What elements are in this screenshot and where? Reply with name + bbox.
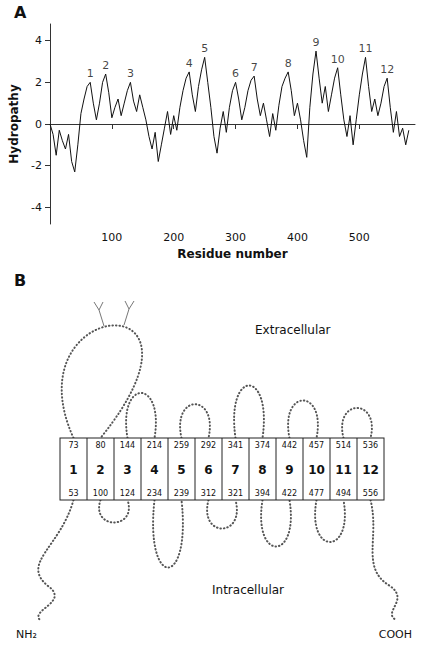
svg-text:7: 7 <box>251 61 258 74</box>
svg-text:COOH: COOH <box>379 628 412 641</box>
svg-text:200: 200 <box>163 231 184 244</box>
svg-text:536: 536 <box>363 441 378 450</box>
svg-text:7: 7 <box>231 463 239 477</box>
svg-text:312: 312 <box>201 489 216 498</box>
svg-text:144: 144 <box>120 441 135 450</box>
svg-text:10: 10 <box>331 53 345 66</box>
svg-text:292: 292 <box>201 441 216 450</box>
svg-text:321: 321 <box>228 489 243 498</box>
svg-text:477: 477 <box>309 489 324 498</box>
svg-text:A: A <box>14 3 27 22</box>
svg-text:9: 9 <box>285 463 293 477</box>
svg-text:Intracellular: Intracellular <box>212 583 284 597</box>
svg-text:5: 5 <box>177 463 185 477</box>
svg-text:394: 394 <box>255 489 270 498</box>
svg-text:8: 8 <box>258 463 266 477</box>
svg-text:100: 100 <box>93 489 108 498</box>
svg-text:53: 53 <box>68 489 78 498</box>
svg-text:259: 259 <box>174 441 189 450</box>
svg-text:3: 3 <box>123 463 131 477</box>
svg-text:9: 9 <box>313 36 320 49</box>
svg-text:11: 11 <box>359 42 373 55</box>
svg-text:10: 10 <box>308 463 325 477</box>
svg-text:442: 442 <box>282 441 297 450</box>
svg-text:400: 400 <box>287 231 308 244</box>
svg-text:457: 457 <box>309 441 324 450</box>
svg-text:-2: -2 <box>31 159 42 172</box>
svg-text:341: 341 <box>228 441 243 450</box>
svg-text:6: 6 <box>232 67 239 80</box>
svg-text:Hydropathy: Hydropathy <box>7 84 21 164</box>
svg-text:Residue number: Residue number <box>177 247 287 261</box>
svg-text:12: 12 <box>362 463 379 477</box>
svg-text:2: 2 <box>102 59 109 72</box>
svg-text:4: 4 <box>186 57 193 70</box>
svg-text:556: 556 <box>363 489 378 498</box>
svg-text:300: 300 <box>225 231 246 244</box>
svg-text:0: 0 <box>35 118 42 131</box>
svg-text:374: 374 <box>255 441 270 450</box>
svg-text:-4: -4 <box>31 201 42 214</box>
svg-text:4: 4 <box>35 34 42 47</box>
svg-text:8: 8 <box>285 57 292 70</box>
svg-text:73: 73 <box>68 441 78 450</box>
svg-text:234: 234 <box>147 489 162 498</box>
svg-text:2: 2 <box>35 76 42 89</box>
svg-text:1: 1 <box>87 67 94 80</box>
svg-text:3: 3 <box>127 67 134 80</box>
svg-text:2: 2 <box>96 463 104 477</box>
svg-text:12: 12 <box>380 63 394 76</box>
svg-text:100: 100 <box>101 231 122 244</box>
svg-text:1: 1 <box>69 463 77 477</box>
svg-text:NH₂: NH₂ <box>16 628 37 641</box>
svg-text:124: 124 <box>120 489 135 498</box>
svg-text:239: 239 <box>174 489 189 498</box>
svg-text:Extracellular: Extracellular <box>255 323 331 337</box>
svg-text:500: 500 <box>349 231 370 244</box>
svg-text:514: 514 <box>336 441 351 450</box>
svg-text:11: 11 <box>335 463 352 477</box>
svg-text:B: B <box>14 271 26 290</box>
svg-text:214: 214 <box>147 441 162 450</box>
svg-text:4: 4 <box>150 463 158 477</box>
svg-text:5: 5 <box>201 42 208 55</box>
svg-text:6: 6 <box>204 463 212 477</box>
svg-text:80: 80 <box>95 441 105 450</box>
svg-text:422: 422 <box>282 489 297 498</box>
svg-text:494: 494 <box>336 489 351 498</box>
